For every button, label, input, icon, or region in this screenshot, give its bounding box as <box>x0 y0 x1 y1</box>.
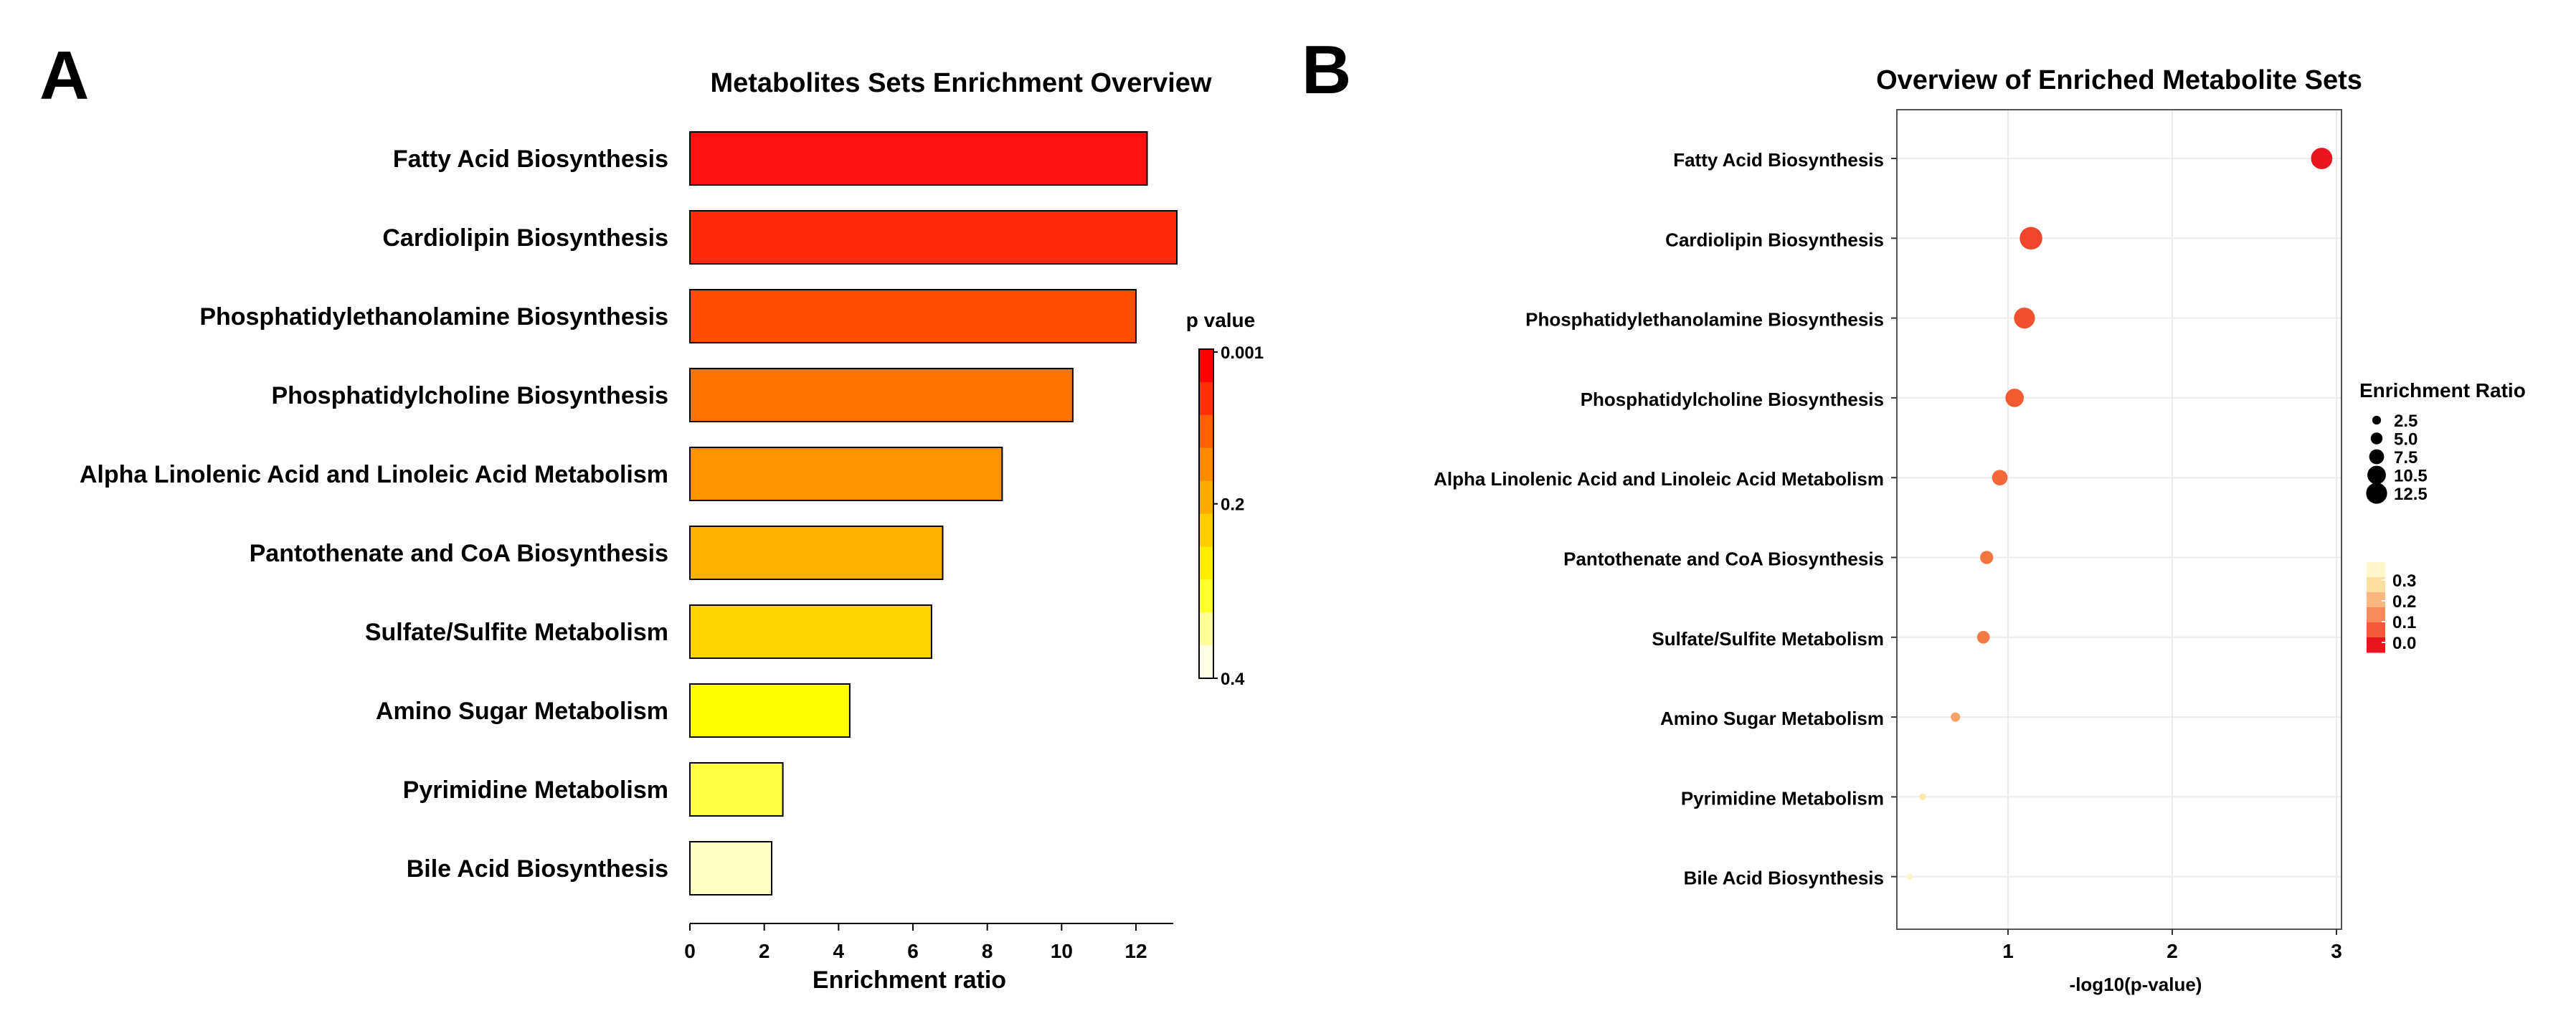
chart-b-size-legend-dot <box>2367 465 2386 485</box>
chart-b-point <box>1951 712 1961 722</box>
chart-b-category-label: Sulfate/Sulfite Metabolism <box>1652 628 1884 650</box>
chart-a-x-axis-label: Enrichment ratio <box>813 966 1006 994</box>
chart-a-x-tick-label: 0 <box>684 940 696 962</box>
chart-a-category-label: Cardiolipin Biosynthesis <box>382 224 668 252</box>
chart-b-x-tick-label: 2 <box>2167 940 2178 962</box>
chart-a-category-label: Pyrimidine Metabolism <box>403 776 668 804</box>
chart-a-legend-tick-label: 0.2 <box>1221 495 1244 515</box>
chart-b-point <box>2019 227 2042 250</box>
chart-a-legend-swatch <box>1199 349 1213 383</box>
chart-a-x-tick-label: 4 <box>833 940 845 962</box>
chart-b-title: Overview of Enriched Metabolite Sets <box>1876 65 2362 95</box>
chart-a-legend-swatch <box>1199 612 1213 646</box>
chart-a-category-label: Amino Sugar Metabolism <box>376 698 668 725</box>
chart-b-size-legend-dot <box>2369 449 2385 465</box>
chart-a-legend-tick-label: 0.4 <box>1221 670 1245 689</box>
chart-b-point <box>2014 308 2035 329</box>
chart-b-x-tick-label: 1 <box>2002 940 2014 962</box>
chart-a-category-label: Pantothenate and CoA Biosynthesis <box>250 540 668 567</box>
chart-b-category-label: Fatty Acid Biosynthesis <box>1673 149 1884 171</box>
chart-a-legend-swatch <box>1199 513 1213 547</box>
chart-b-point <box>1980 551 1994 564</box>
chart-a-x-tick-label: 8 <box>982 940 993 962</box>
chart-b-enrichment-dots: Overview of Enriched Metabolite Sets Fat… <box>1434 65 2526 995</box>
chart-a-bar <box>689 289 1137 343</box>
chart-a-legend-border <box>1198 348 1214 679</box>
chart-b-point <box>2311 148 2333 169</box>
chart-a-bar <box>689 841 773 896</box>
chart-b-size-legend: Enrichment Ratio 2.55.07.510.512.5 <box>2359 379 2526 504</box>
chart-a-pvalue-legend: p value 0.001 0.2 0.4 <box>1186 309 1264 689</box>
chart-a-bar <box>689 131 1148 186</box>
chart-b-size-legend-label: 12.5 <box>2394 485 2428 504</box>
chart-b-size-legend-label: 10.5 <box>2394 467 2428 486</box>
chart-b-size-legend-label: 7.5 <box>2394 448 2418 467</box>
chart-a-bar <box>689 526 944 580</box>
chart-b-category-label: Phosphatidylethanolamine Biosynthesis <box>1525 309 1884 331</box>
chart-b-color-legend-swatch <box>2367 607 2385 623</box>
chart-a-enrichment-bars: Metabolites Sets Enrichment Overview Fat… <box>80 68 1264 994</box>
chart-b-category-label: Pyrimidine Metabolism <box>1681 787 1884 809</box>
chart-a-x-tick-label: 10 <box>1051 940 1073 962</box>
chart-b-color-legend-swatch <box>2367 562 2385 578</box>
chart-a-category-label: Phosphatidylethanolamine Biosynthesis <box>199 303 668 331</box>
chart-b-point <box>2005 389 2024 407</box>
chart-b-color-legend-swatch <box>2367 637 2385 653</box>
chart-a-category-label: Fatty Acid Biosynthesis <box>393 146 668 173</box>
chart-b-color-legend: 0.30.20.1 0.0 <box>2367 562 2416 653</box>
chart-b-size-legend-label: 5.0 <box>2394 430 2418 450</box>
chart-b-color-legend-swatch <box>2367 622 2385 638</box>
chart-a-bar <box>689 447 1003 501</box>
chart-b-size-legend-dot <box>2372 415 2382 425</box>
chart-a-x-tick-label: 12 <box>1124 940 1147 962</box>
chart-b-size-legend-label: 2.5 <box>2394 412 2418 431</box>
chart-a-category-label: Alpha Linolenic Acid and Linoleic Acid M… <box>80 461 668 488</box>
chart-a-legend-swatch <box>1199 381 1213 416</box>
chart-a-legend-swatch <box>1199 546 1213 580</box>
chart-a-legend-swatch <box>1199 447 1213 482</box>
chart-a-bar <box>689 683 851 738</box>
chart-b-category-label: Amino Sugar Metabolism <box>1660 708 1884 729</box>
chart-b-color-legend-swatch <box>2367 592 2385 608</box>
chart-a-category-label: Bile Acid Biosynthesis <box>407 855 668 883</box>
chart-b-x-axis-label: -log10(p-value) <box>2070 974 2202 995</box>
chart-b-size-legend-title: Enrichment Ratio <box>2359 379 2526 402</box>
chart-b-plot-frame <box>1896 109 2342 930</box>
chart-a-x-tick-label: 2 <box>759 940 770 962</box>
chart-a-legend-swatch <box>1199 480 1213 514</box>
chart-a-legend-swatch <box>1199 645 1213 679</box>
chart-b-size-legend-dot <box>2370 432 2383 445</box>
chart-a-bar <box>689 762 784 817</box>
chart-b-category-label: Alpha Linolenic Acid and Linoleic Acid M… <box>1434 468 1884 490</box>
panel-letter-a: A <box>39 37 89 114</box>
chart-a-category-label: Phosphatidylcholine Biosynthesis <box>271 382 668 409</box>
chart-b-point <box>1919 793 1926 801</box>
chart-b-color-legend-swatch <box>2367 577 2385 593</box>
chart-a-bar <box>689 368 1074 422</box>
chart-b-category-label: Pantothenate and CoA Biosynthesis <box>1563 548 1884 570</box>
chart-b-x-tick-label: 3 <box>2331 940 2342 962</box>
chart-b-color-legend-label: 0.2 <box>2392 592 2416 612</box>
chart-b-point <box>1976 630 1990 644</box>
chart-a-bar <box>689 210 1178 265</box>
chart-a-x-tick-label: 6 <box>907 940 919 962</box>
chart-a-legend-tick-label: 0.001 <box>1221 343 1264 363</box>
chart-b-color-legend-label: 0.0 <box>2392 634 2416 653</box>
chart-a-legend-swatch <box>1199 414 1213 449</box>
chart-b-point <box>1992 470 2008 486</box>
chart-b-size-legend-dot <box>2366 483 2387 504</box>
chart-b-point <box>1906 873 1913 880</box>
chart-a-bar <box>689 604 932 659</box>
chart-b-category-label: Bile Acid Biosynthesis <box>1684 868 1884 889</box>
chart-a-legend-swatch <box>1199 579 1213 613</box>
chart-a-category-label: Sulfate/Sulfite Metabolism <box>365 619 668 646</box>
panel-letter-b: B <box>1302 32 1351 108</box>
chart-b-category-label: Phosphatidylcholine Biosynthesis <box>1581 389 1884 410</box>
chart-a-legend-title: p value <box>1186 309 1255 331</box>
chart-a-title: Metabolites Sets Enrichment Overview <box>710 68 1211 98</box>
chart-b-color-legend-label: 0.1 <box>2392 613 2416 632</box>
chart-b-category-label: Cardiolipin Biosynthesis <box>1665 229 1884 250</box>
chart-b-color-legend-label: 0.3 <box>2392 571 2416 591</box>
